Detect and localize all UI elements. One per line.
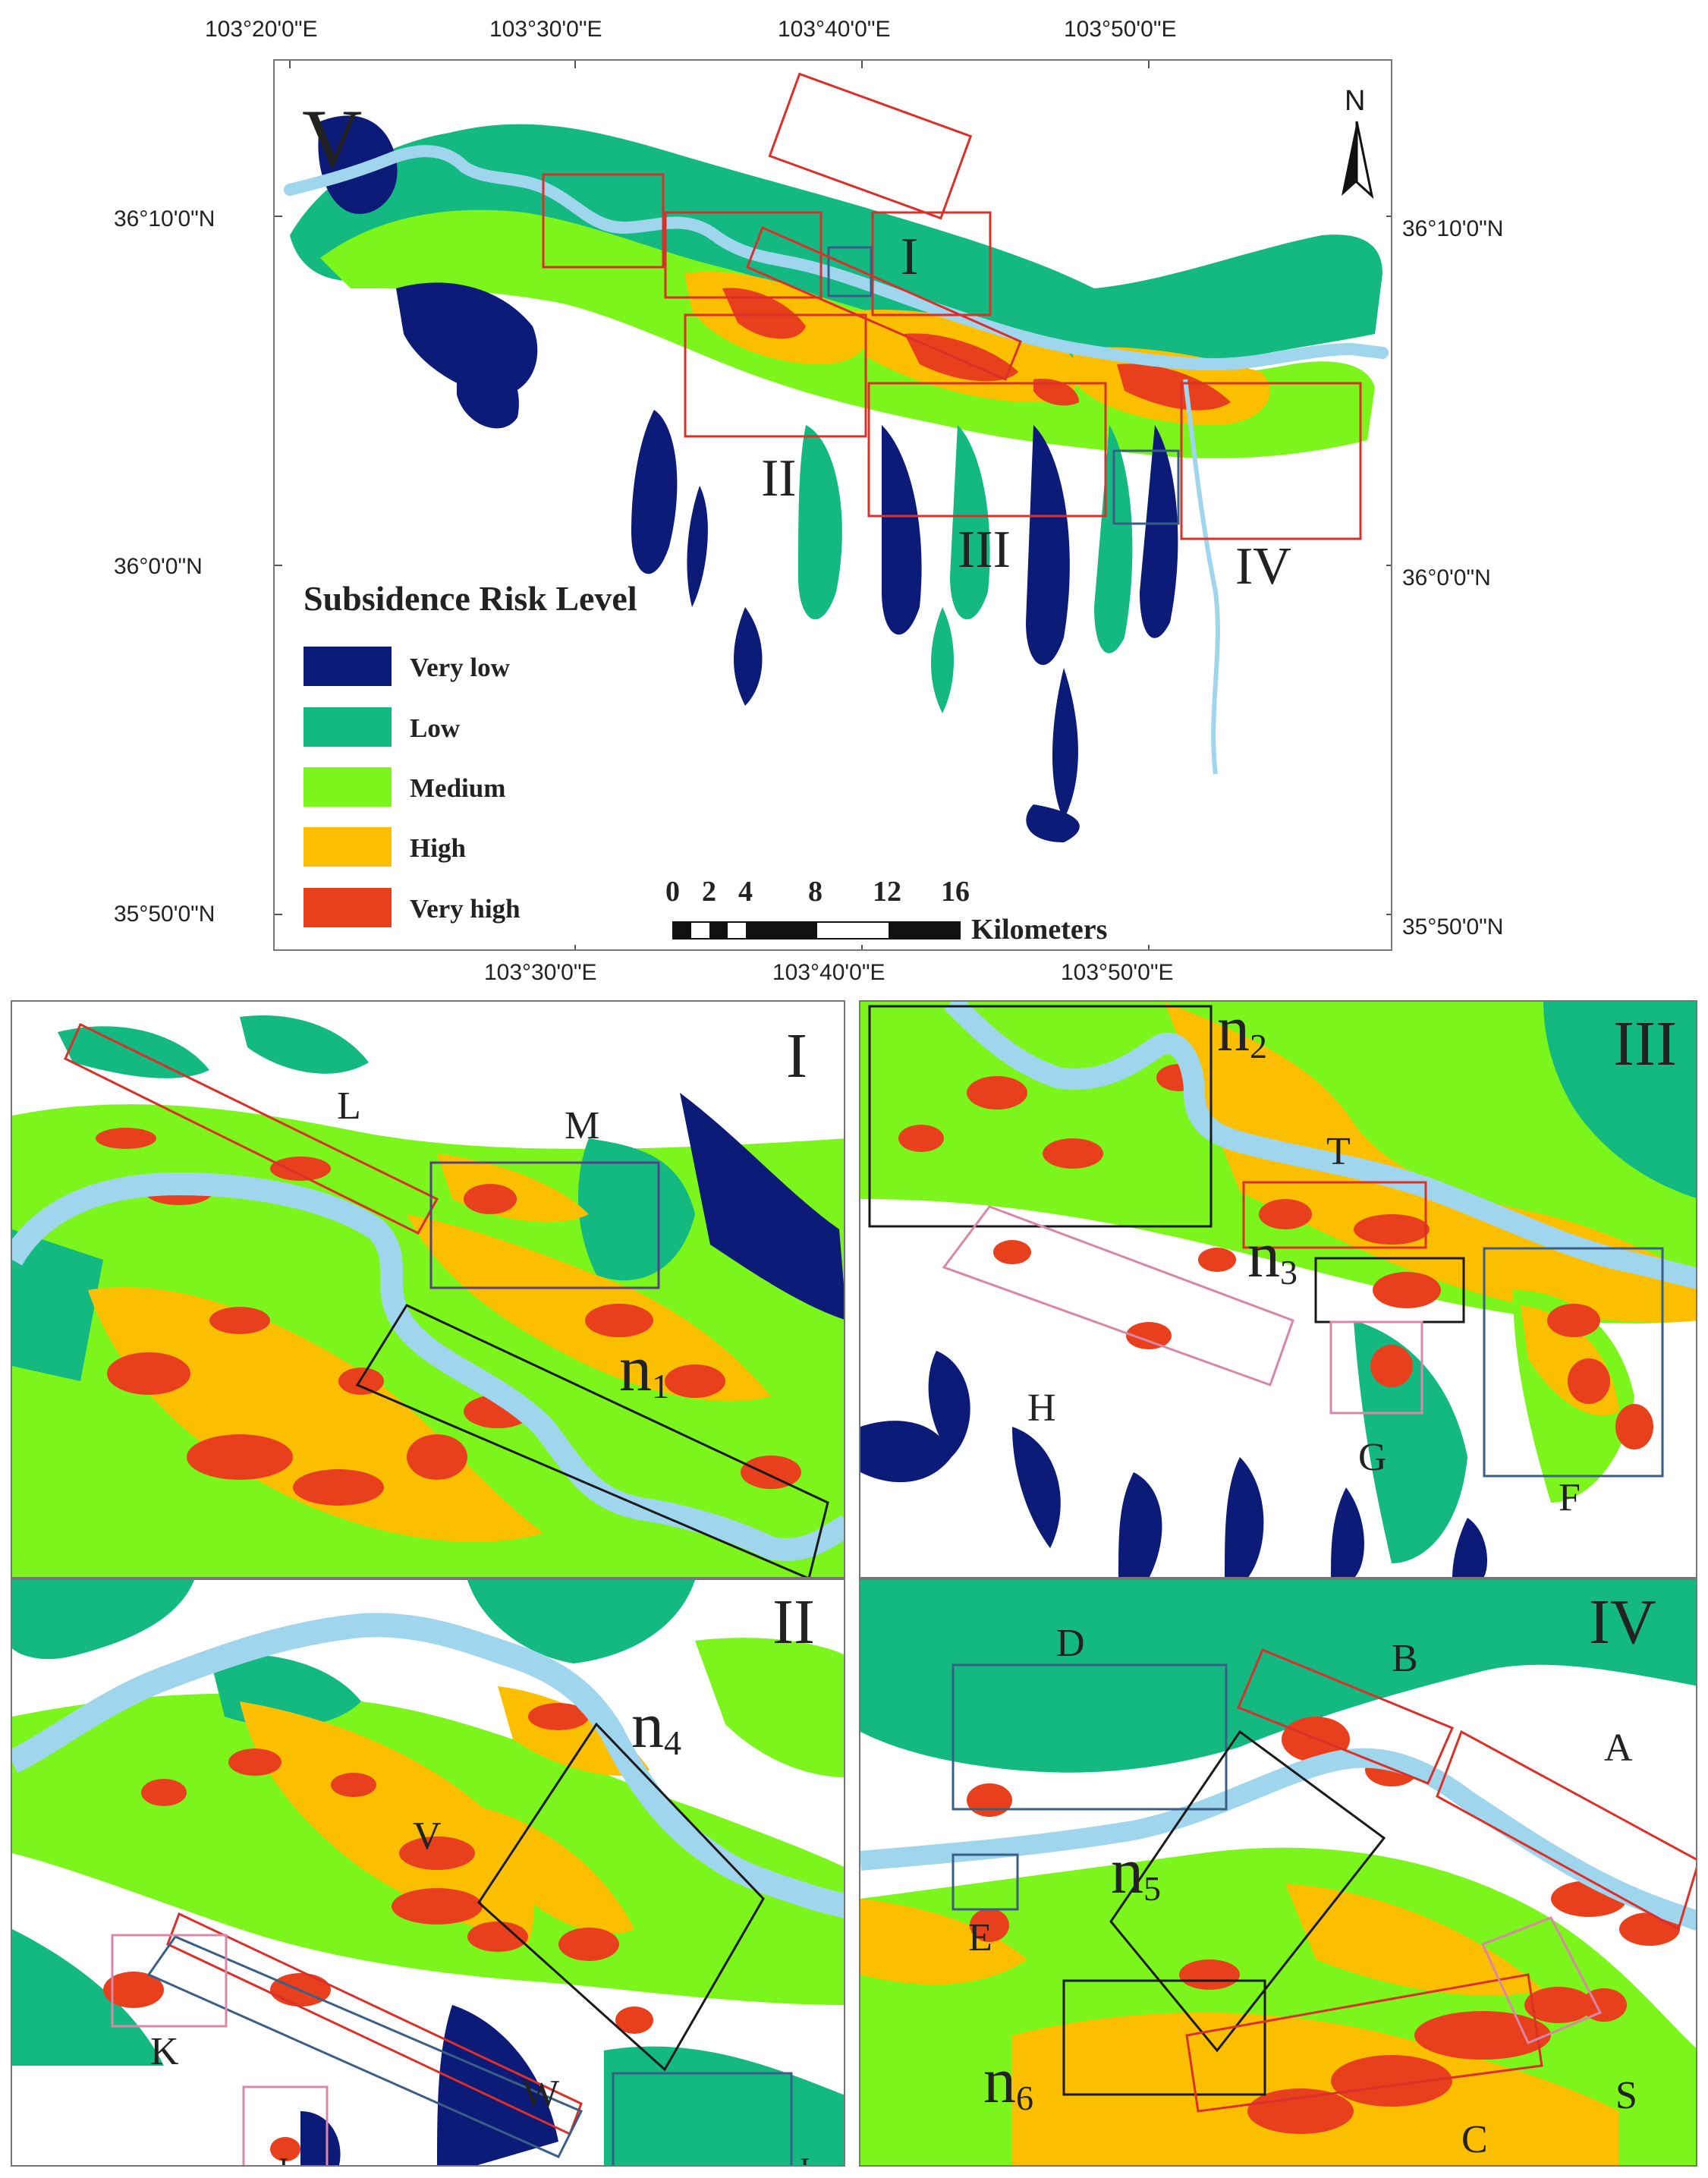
panel-I-title: I <box>786 1021 807 1091</box>
panel-II-label-K: K <box>150 2030 179 2073</box>
panel-III-label-n3: n3 <box>1247 1218 1298 1292</box>
panel-IV-label-C: C <box>1461 2118 1488 2161</box>
scale-tick-8: 8 <box>808 876 823 908</box>
legend-label-high: High <box>410 833 466 863</box>
panel-III-map <box>860 1002 1696 1577</box>
scale-tick-16: 16 <box>941 876 970 908</box>
overview-frame <box>273 59 1392 951</box>
panel-IV-title: IV <box>1589 1587 1656 1657</box>
legend-title: Subsidence Risk Level <box>304 579 637 618</box>
panel-II: II V K W J I n4 <box>11 1578 845 2167</box>
lon-tick-bottom-3: 103°50'0"E <box>1061 960 1174 985</box>
panel-III-label-G: G <box>1358 1436 1387 1479</box>
panel-IV-label-A: A <box>1604 1726 1633 1770</box>
region-label-III: III <box>958 521 1011 579</box>
legend-swatch-very-low <box>304 647 392 686</box>
scale-tick-12: 12 <box>873 876 901 908</box>
overview-box-IV <box>871 211 992 316</box>
legend-label-very-high: Very high <box>410 894 521 924</box>
overview-box-II <box>542 173 665 269</box>
scale-unit: Kilometers <box>971 914 1108 946</box>
scale-bar <box>672 921 961 939</box>
legend-swatch-low <box>304 707 392 747</box>
legend-label-very-low: Very low <box>410 653 510 682</box>
lon-tick-top-4: 103°50'0"E <box>1064 17 1177 42</box>
north-label: N <box>1345 85 1366 117</box>
panel-III-label-T: T <box>1326 1130 1351 1173</box>
panel-IV: IV D B A E S C n5 n6 <box>859 1578 1697 2167</box>
lon-tick-top-2: 103°30'0"E <box>489 17 602 42</box>
overview-box-IV-rect <box>1180 382 1362 540</box>
legend-label-medium: Medium <box>410 773 506 803</box>
overview-box-III-rect <box>867 382 1107 518</box>
lat-tick-left-2: 36°0'0"N <box>114 554 203 579</box>
lon-tick-bottom-2: 103°40'0"E <box>772 960 885 985</box>
panel-II-label-I: I <box>800 2154 810 2166</box>
lat-tick-right-2: 36°0'0"N <box>1402 565 1491 590</box>
legend-swatch-very-high <box>304 888 392 927</box>
overview-box-I-rect <box>746 225 1022 381</box>
overview-box-II-rect <box>684 313 867 438</box>
panel-I: I L M n1 <box>11 1000 845 1578</box>
legend-label-low: Low <box>410 713 461 743</box>
overview-box-inner <box>827 246 873 297</box>
lon-tick-top-3: 103°40'0"E <box>778 17 891 42</box>
lon-tick-bottom-1: 103°30'0"E <box>484 960 597 985</box>
panel-IV-label-n5: n5 <box>1111 1834 1161 1908</box>
legend-swatch-medium <box>304 767 392 807</box>
panel-IV-map <box>860 1580 1696 2165</box>
lat-tick-right-3: 35°50'0"N <box>1402 914 1504 939</box>
region-label-I: I <box>901 228 919 286</box>
scale-tick-0: 0 <box>665 876 680 908</box>
overview-box-III <box>664 211 823 299</box>
lat-tick-right-1: 36°10'0"N <box>1402 216 1504 241</box>
overview-box-I <box>768 72 973 220</box>
panel-II-map <box>12 1580 844 2165</box>
panel-IV-label-D: D <box>1056 1622 1085 1665</box>
panel-III-title: III <box>1613 1009 1677 1079</box>
panel-II-title: II <box>772 1587 815 1657</box>
lon-tick-top-1: 103°20'0"E <box>205 17 318 42</box>
region-label-IV: IV <box>1235 537 1291 596</box>
lat-tick-left-3: 35°50'0"N <box>114 902 215 927</box>
panel-II-label-n4: n4 <box>631 1689 681 1762</box>
panel-IV-label-E: E <box>968 1916 992 1959</box>
overview-overlays <box>672 121 1374 939</box>
panel-III-label-F: F <box>1559 1476 1581 1519</box>
scale-tick-2: 2 <box>702 876 716 908</box>
panel-III-label-n2: n2 <box>1217 1000 1267 1065</box>
overview-title-label: V <box>302 93 363 185</box>
overview-map-canvas <box>275 61 1391 949</box>
lat-tick-left-1: 36°10'0"N <box>114 206 215 231</box>
panel-I-label-M: M <box>565 1104 600 1147</box>
panel-IV-label-B: B <box>1392 1637 1418 1680</box>
panel-II-label-V: V <box>413 1814 442 1858</box>
legend-swatch-high <box>304 827 392 867</box>
panel-III: III T H G F n2 n3 <box>859 1000 1697 1578</box>
panel-II-label-W: W <box>522 2073 560 2116</box>
panel-II-label-J: J <box>276 2154 288 2166</box>
overview-box-small-rect <box>1112 449 1180 525</box>
panel-IV-label-n6: n6 <box>983 2044 1033 2117</box>
panel-IV-label-S: S <box>1615 2074 1637 2117</box>
panel-I-label-L: L <box>337 1084 361 1128</box>
panel-I-map <box>12 1015 844 1577</box>
region-label-II: II <box>761 449 797 508</box>
panel-III-label-H: H <box>1027 1386 1056 1430</box>
panel-I-label-n1: n1 <box>619 1332 669 1405</box>
scale-tick-4: 4 <box>738 876 753 908</box>
north-arrow-icon <box>1342 121 1374 200</box>
